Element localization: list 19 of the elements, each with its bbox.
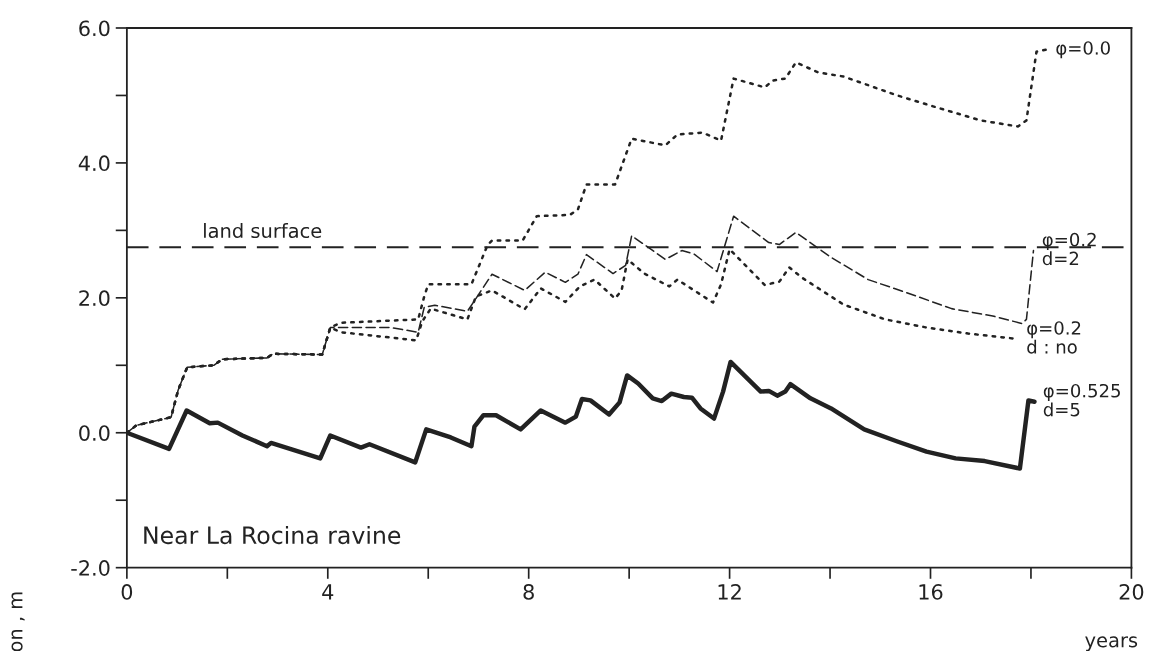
x-tick-label: 4 [322,584,334,600]
series-label: φ=0.2 d : no [1027,321,1081,354]
x-tick-label: 8 [523,584,534,600]
y-tick-label: 2.0 [79,290,110,307]
annotation: Near La Rocina ravine [144,525,401,545]
y-tick-label: 4.0 [78,155,110,172]
x-tick-label: 0 [121,584,133,600]
ref-line-label: land surface [204,223,322,239]
x-axis-title: years [1085,636,1138,651]
y-tick-label: 0.0 [79,425,110,441]
series-label: φ=0.0 [1056,41,1110,59]
y-tick-label: 6.0 [79,20,110,37]
series-label: φ=0.2 d=2 [1042,232,1096,266]
x-tick-label: 20 [1119,584,1144,600]
y-tick-label: -2.0 [71,560,110,576]
y-axis-title: on , m [11,592,25,651]
x-tick-label: 16 [919,584,943,600]
x-tick-label: 12 [718,584,741,600]
series-label: φ=0.525 d=5 [1043,383,1120,417]
